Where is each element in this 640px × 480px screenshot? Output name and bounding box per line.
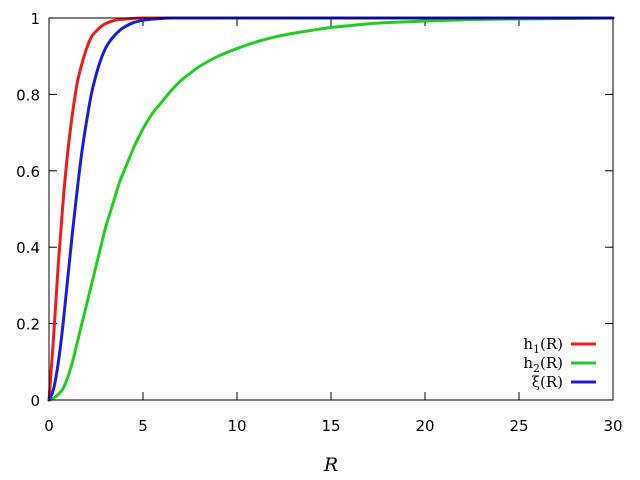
x-tick-label: 30 (603, 417, 622, 435)
x-tick-label: 20 (415, 417, 434, 435)
legend-label-base: h (523, 335, 533, 353)
y-tick-label: 0.6 (16, 163, 40, 181)
y-tick-label: 0.2 (16, 316, 40, 334)
legend-label-rest: (R) (540, 373, 563, 391)
y-tick-label: 0.8 (16, 86, 40, 104)
legend-label: h2(R) (523, 354, 563, 375)
x-tick-label: 25 (509, 417, 528, 435)
y-tick-label: 0.4 (16, 239, 40, 257)
legend-label-base: ξ (532, 373, 540, 391)
tick-labels: 0 5 10 15 20 25 30 0 0.2 0.4 0.6 0.8 1 (16, 10, 622, 435)
legend-label: ξ(R) (532, 373, 563, 391)
x-tick-label: 5 (138, 417, 148, 435)
legend-label-rest: (R) (540, 354, 563, 372)
x-tick-label: 0 (44, 417, 54, 435)
legend-label-base: h (523, 354, 533, 372)
y-tick-label: 0 (30, 392, 40, 410)
legend: h1(R)h2(R)ξ(R) (523, 335, 596, 391)
legend-label-rest: (R) (540, 335, 563, 353)
x-tick-label: 10 (227, 417, 246, 435)
series-line-2 (47, 16, 615, 402)
legend-label-subscript: 1 (533, 343, 540, 356)
y-tick-label: 1 (30, 10, 40, 28)
x-tick-label: 15 (321, 417, 340, 435)
legend-label: h1(R) (523, 335, 563, 356)
legend-label-subscript: 2 (533, 362, 540, 375)
x-axis-title: R (323, 454, 338, 476)
plot-frame (48, 17, 614, 401)
